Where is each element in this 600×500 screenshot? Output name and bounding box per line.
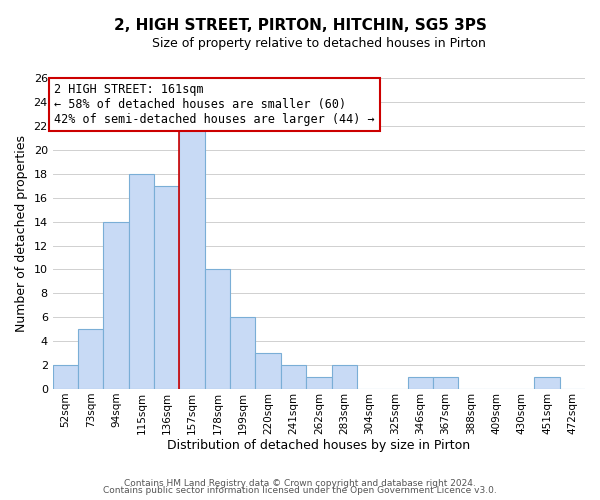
Text: 2, HIGH STREET, PIRTON, HITCHIN, SG5 3PS: 2, HIGH STREET, PIRTON, HITCHIN, SG5 3PS bbox=[113, 18, 487, 32]
Bar bbox=[281, 365, 306, 389]
Bar bbox=[179, 126, 205, 389]
Text: Contains HM Land Registry data © Crown copyright and database right 2024.: Contains HM Land Registry data © Crown c… bbox=[124, 478, 476, 488]
Bar bbox=[53, 365, 78, 389]
Bar bbox=[256, 353, 281, 389]
Text: 2 HIGH STREET: 161sqm
← 58% of detached houses are smaller (60)
42% of semi-deta: 2 HIGH STREET: 161sqm ← 58% of detached … bbox=[54, 83, 374, 126]
Bar bbox=[78, 329, 103, 389]
Bar bbox=[332, 365, 357, 389]
Y-axis label: Number of detached properties: Number of detached properties bbox=[15, 135, 28, 332]
Bar bbox=[205, 270, 230, 389]
Bar bbox=[306, 377, 332, 389]
Bar bbox=[103, 222, 129, 389]
Bar bbox=[154, 186, 179, 389]
Text: Contains public sector information licensed under the Open Government Licence v3: Contains public sector information licen… bbox=[103, 486, 497, 495]
Bar bbox=[535, 377, 560, 389]
Bar bbox=[230, 318, 256, 389]
X-axis label: Distribution of detached houses by size in Pirton: Distribution of detached houses by size … bbox=[167, 440, 470, 452]
Bar bbox=[433, 377, 458, 389]
Title: Size of property relative to detached houses in Pirton: Size of property relative to detached ho… bbox=[152, 38, 486, 51]
Bar bbox=[129, 174, 154, 389]
Bar bbox=[407, 377, 433, 389]
